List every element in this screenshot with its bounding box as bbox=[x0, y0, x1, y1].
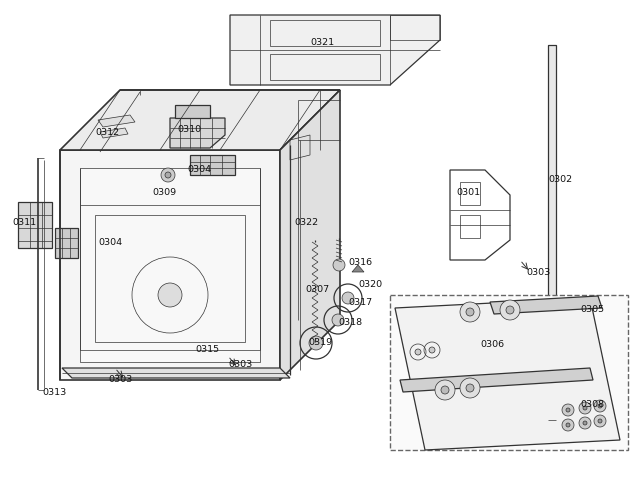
Text: 0306: 0306 bbox=[480, 340, 504, 349]
Polygon shape bbox=[395, 298, 620, 450]
Text: 0321: 0321 bbox=[310, 38, 334, 47]
Circle shape bbox=[594, 415, 606, 427]
Circle shape bbox=[579, 417, 591, 429]
Circle shape bbox=[594, 400, 606, 412]
Polygon shape bbox=[60, 90, 340, 150]
Text: 0310: 0310 bbox=[177, 125, 201, 134]
Polygon shape bbox=[400, 368, 593, 392]
Polygon shape bbox=[100, 128, 128, 138]
Circle shape bbox=[309, 336, 323, 350]
Polygon shape bbox=[18, 202, 52, 248]
Text: 0320: 0320 bbox=[358, 280, 382, 289]
Circle shape bbox=[165, 172, 171, 178]
Text: 0316: 0316 bbox=[348, 258, 372, 267]
Circle shape bbox=[506, 306, 514, 314]
Text: 0301: 0301 bbox=[456, 188, 480, 197]
Text: 0309: 0309 bbox=[152, 188, 176, 197]
Polygon shape bbox=[230, 15, 440, 85]
Polygon shape bbox=[60, 150, 280, 380]
Circle shape bbox=[342, 292, 354, 304]
Circle shape bbox=[583, 406, 587, 410]
Text: 0315: 0315 bbox=[195, 345, 219, 354]
Text: 0319: 0319 bbox=[308, 338, 332, 347]
Circle shape bbox=[158, 283, 182, 307]
Circle shape bbox=[598, 419, 602, 423]
Text: 0312: 0312 bbox=[95, 128, 119, 137]
Text: 0311: 0311 bbox=[12, 218, 36, 227]
Circle shape bbox=[466, 308, 474, 316]
Circle shape bbox=[332, 314, 344, 326]
Polygon shape bbox=[62, 368, 290, 378]
Text: 0304: 0304 bbox=[98, 238, 122, 247]
Text: 0305: 0305 bbox=[580, 305, 604, 314]
Circle shape bbox=[441, 386, 449, 394]
Polygon shape bbox=[175, 105, 210, 118]
Polygon shape bbox=[490, 296, 602, 314]
Circle shape bbox=[598, 404, 602, 408]
Polygon shape bbox=[548, 45, 556, 420]
Text: 0303: 0303 bbox=[108, 375, 132, 384]
Bar bbox=[390, 295, 628, 450]
Polygon shape bbox=[80, 168, 260, 362]
Text: 0303: 0303 bbox=[526, 268, 550, 277]
Text: 0303: 0303 bbox=[228, 360, 252, 369]
Circle shape bbox=[562, 419, 574, 431]
Polygon shape bbox=[352, 265, 364, 272]
Text: 0308: 0308 bbox=[580, 400, 604, 409]
Circle shape bbox=[161, 168, 175, 182]
Polygon shape bbox=[190, 155, 235, 175]
Polygon shape bbox=[55, 228, 78, 258]
Polygon shape bbox=[280, 90, 340, 380]
Circle shape bbox=[333, 259, 345, 271]
Circle shape bbox=[415, 349, 421, 355]
Circle shape bbox=[566, 423, 570, 427]
Circle shape bbox=[566, 408, 570, 412]
Text: 0317: 0317 bbox=[348, 298, 372, 307]
Circle shape bbox=[583, 421, 587, 425]
Circle shape bbox=[579, 402, 591, 414]
Circle shape bbox=[429, 347, 435, 353]
Polygon shape bbox=[170, 118, 225, 148]
Text: 0304: 0304 bbox=[187, 165, 211, 174]
Text: 0318: 0318 bbox=[338, 318, 362, 327]
Text: 0302: 0302 bbox=[548, 175, 572, 184]
Circle shape bbox=[435, 380, 455, 400]
Text: 0307: 0307 bbox=[305, 285, 329, 294]
Text: 0313: 0313 bbox=[42, 388, 67, 397]
Circle shape bbox=[460, 302, 480, 322]
Circle shape bbox=[562, 404, 574, 416]
Circle shape bbox=[500, 300, 520, 320]
Circle shape bbox=[466, 384, 474, 392]
Polygon shape bbox=[98, 115, 135, 127]
Text: 0322: 0322 bbox=[294, 218, 318, 227]
Circle shape bbox=[460, 378, 480, 398]
